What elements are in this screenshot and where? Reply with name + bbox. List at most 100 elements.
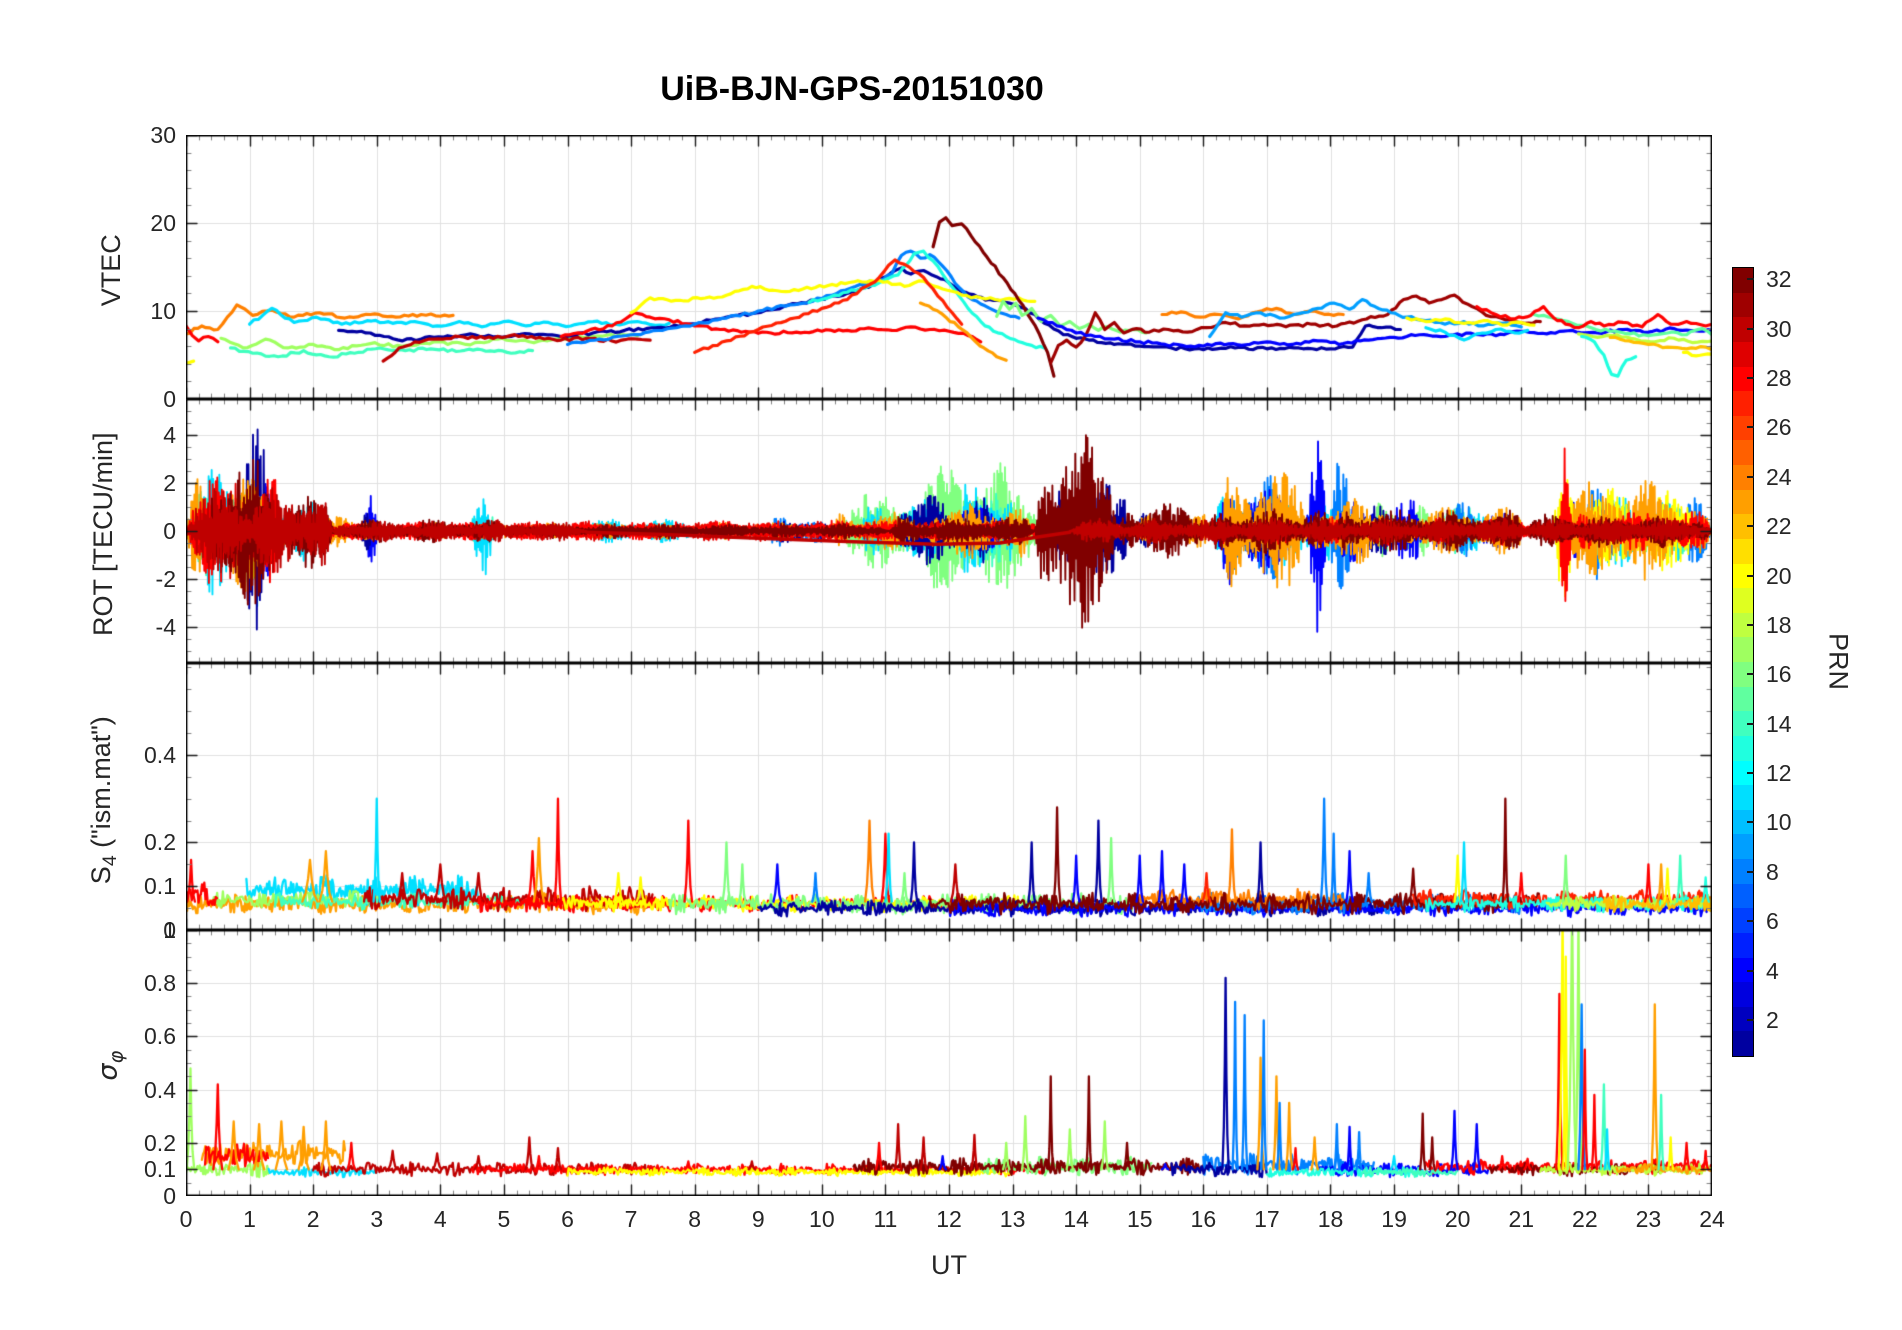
colorbar-block	[1733, 391, 1753, 417]
colorbar-tick	[1747, 475, 1754, 478]
colorbar-block	[1733, 834, 1753, 860]
colorbar-label: PRN	[1823, 632, 1854, 690]
x-tick-label: 18	[1317, 1206, 1344, 1232]
colorbar-tick	[1747, 1018, 1754, 1021]
colorbar-tick-label: 18	[1766, 611, 1792, 638]
colorbar-tick-label: 4	[1766, 957, 1779, 984]
x-tick-label: 5	[497, 1206, 511, 1232]
colorbar-tick	[1747, 920, 1754, 923]
colorbar-block	[1733, 957, 1753, 983]
rot-plot-canvas	[186, 399, 1712, 663]
y-tick-label: 0	[163, 917, 176, 943]
colorbar-tick-label: 22	[1766, 513, 1792, 540]
colorbar-tick	[1747, 870, 1754, 873]
sigma-phi-plot-canvas	[186, 930, 1712, 1196]
colorbar-tick	[1747, 673, 1754, 676]
x-tick-label: 10	[809, 1206, 835, 1232]
colorbar-block	[1733, 1006, 1753, 1032]
x-tick-label: 16	[1190, 1206, 1217, 1232]
colorbar-block	[1733, 908, 1753, 934]
colorbar-block	[1733, 711, 1753, 737]
colorbar-tick	[1747, 278, 1754, 281]
colorbar-tick	[1747, 772, 1754, 775]
y-tick-label: 0	[163, 1183, 176, 1209]
colorbar-tick-label: 16	[1766, 661, 1792, 688]
y-tick-label: 0.1	[144, 873, 176, 900]
colorbar-block	[1733, 785, 1753, 811]
x-tick-label: 3	[370, 1206, 384, 1232]
y-tick-label: 0.1	[144, 1156, 176, 1183]
x-tick-label: 9	[751, 1206, 765, 1232]
colorbar-tick	[1747, 426, 1754, 429]
colorbar-tick	[1747, 821, 1754, 824]
y-tick-label: -4	[155, 614, 176, 640]
colorbar-tick-label: 24	[1766, 463, 1792, 490]
x-tick-label: 21	[1508, 1206, 1535, 1232]
colorbar-block	[1733, 760, 1753, 786]
colorbar-tick-label: 26	[1766, 414, 1792, 441]
chart-title: UiB-BJN-GPS-20151030	[660, 70, 1044, 108]
colorbar-block	[1733, 465, 1753, 491]
colorbar-block	[1733, 415, 1753, 441]
y-tick-label: 30	[150, 122, 176, 148]
colorbar-block	[1733, 292, 1753, 318]
x-tick-label: 11	[873, 1206, 898, 1232]
colorbar-block	[1733, 366, 1753, 392]
colorbar-block	[1733, 563, 1753, 589]
colorbar-tick-label: 6	[1766, 908, 1779, 935]
colorbar-tick-label: 28	[1766, 365, 1792, 392]
panel-vtec	[186, 135, 1712, 399]
colorbar-block	[1733, 341, 1753, 367]
x-tick-label: 14	[1063, 1206, 1089, 1232]
colorbar-tick-label: 2	[1766, 1006, 1779, 1033]
y-tick-label: 0.2	[144, 1129, 176, 1156]
colorbar-block	[1733, 686, 1753, 712]
colorbar-tick-label: 12	[1766, 760, 1792, 787]
y-tick-label: 0	[163, 518, 176, 544]
colorbar-block	[1733, 268, 1753, 294]
colorbar-block	[1733, 514, 1753, 540]
s4-plot-canvas	[186, 663, 1712, 930]
panel-rot	[186, 399, 1712, 663]
x-tick-label: 6	[561, 1206, 574, 1232]
x-tick-label: 2	[306, 1206, 320, 1232]
colorbar-block	[1733, 612, 1753, 638]
colorbar-block	[1733, 735, 1753, 761]
panel-s4	[186, 663, 1712, 930]
x-tick-label: 12	[936, 1206, 962, 1232]
colorbar-block	[1733, 538, 1753, 564]
colorbar-tick-label: 10	[1766, 809, 1792, 836]
colorbar-tick	[1747, 722, 1754, 725]
x-tick-label: 23	[1635, 1206, 1662, 1232]
y-tick-label: 0	[163, 386, 176, 412]
colorbar-block	[1733, 883, 1753, 909]
colorbar-tick-label: 8	[1766, 858, 1779, 885]
vtec-plot-canvas	[186, 135, 1712, 399]
colorbar-tick-label: 30	[1766, 315, 1792, 342]
x-tick-label: 17	[1254, 1206, 1280, 1232]
colorbar-tick	[1747, 377, 1754, 380]
colorbar-tick	[1747, 327, 1754, 330]
x-tick-label: 8	[688, 1206, 702, 1232]
colorbar-block	[1733, 317, 1753, 343]
colorbar-block	[1733, 637, 1753, 663]
y-tick-label: 0.8	[144, 970, 176, 997]
y-tick-label: 0.6	[144, 1023, 176, 1050]
panel-sigma-phi	[186, 930, 1712, 1196]
colorbar-tick	[1747, 623, 1754, 626]
x-tick-label: 15	[1126, 1206, 1153, 1232]
x-axis-label: UT	[931, 1250, 967, 1280]
x-tick-label: 22	[1572, 1206, 1598, 1232]
colorbar-block	[1733, 662, 1753, 688]
x-tick-label: 4	[433, 1206, 447, 1232]
colorbar-block	[1733, 982, 1753, 1008]
colorbar-tick	[1747, 574, 1754, 577]
colorbar-tick-label: 14	[1766, 710, 1792, 737]
colorbar-block	[1733, 440, 1753, 466]
colorbar-gradient	[1732, 267, 1754, 1057]
colorbar-tick-label: 20	[1766, 562, 1792, 589]
colorbar-tick	[1747, 525, 1754, 528]
colorbar-block	[1733, 1031, 1753, 1057]
x-tick-label: 20	[1444, 1206, 1471, 1232]
y-tick-label: -2	[155, 566, 176, 592]
